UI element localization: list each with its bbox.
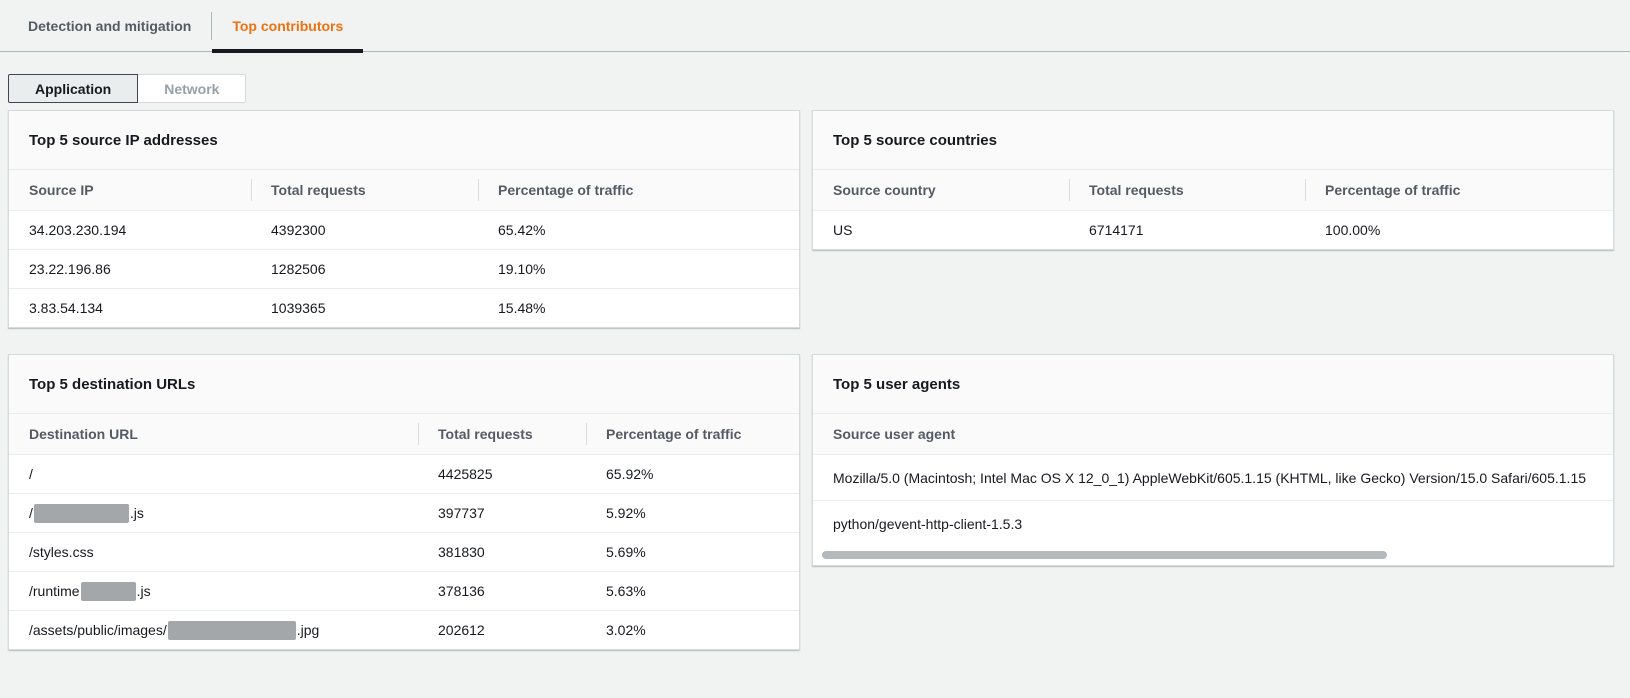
table-cell: 3.02%	[606, 622, 646, 638]
table-cell: / .js	[9, 494, 418, 532]
column-header: Total requests	[418, 414, 586, 454]
table-cell: /styles.css	[29, 544, 94, 560]
table-cell: 202612	[438, 622, 485, 638]
table-cell: 6714171	[1089, 222, 1144, 238]
cell-text: .js	[136, 583, 151, 599]
column-header: Total requests	[251, 170, 478, 210]
cell-text: /	[29, 505, 33, 521]
table-header-row: Destination URL Total requests Percentage …	[9, 414, 799, 455]
panel-title: Top 5 user agents	[813, 355, 1613, 414]
destination-url-table: Destination URL Total requests Percentage …	[9, 414, 799, 649]
table-cell: /runtime .js	[9, 572, 418, 610]
panel-top-user-agents: Top 5 user agents Source user agent Mozil…	[812, 354, 1614, 566]
table-cell: 23.22.196.86	[29, 261, 111, 277]
source-country-table: Source country Total requests Percentage o…	[813, 170, 1613, 249]
panel-title: Top 5 source countries	[813, 111, 1613, 170]
table-row: /styles.css 381830 5.69%	[9, 533, 799, 572]
table-cell: 5.63%	[606, 583, 646, 599]
source-ip-table: Source IP Total requests Percentage of tra…	[9, 170, 799, 327]
tab-divider	[211, 11, 213, 40]
table-cell: 1039365	[271, 300, 326, 316]
table-cell: 381830	[438, 544, 485, 560]
table-cell: 65.92%	[606, 466, 654, 482]
table-cell: 397737	[438, 505, 485, 521]
column-header: Total requests	[1069, 170, 1305, 210]
table-cell: 1282506	[271, 261, 326, 277]
table-cell: 100.00%	[1325, 222, 1381, 238]
user-agent-table: Source user agent Mozilla/5.0 (Macintosh;…	[813, 414, 1613, 546]
redacted-text	[167, 620, 296, 640]
redacted-text	[33, 503, 129, 523]
table-cell: 34.203.230.194	[29, 222, 127, 238]
tab-bar: Detection and mitigation Top contributor…	[0, 0, 1630, 53]
table-row: /runtime .js 378136 5.63%	[9, 572, 799, 611]
tab-label: Detection and mitigation	[28, 17, 192, 34]
column-header: Source IP	[29, 182, 94, 198]
table-cell: 15.48%	[498, 300, 546, 316]
table-row: /assets/public/images/ .jpg 202612 3.02%	[9, 611, 799, 649]
table-header-row: Source user agent	[813, 414, 1613, 455]
panels-grid: Top 5 source IP addresses Source IP Total…	[8, 110, 1614, 650]
table-cell: 378136	[438, 583, 485, 599]
table-row: / 4425825 65.92%	[9, 455, 799, 494]
table-row: python/gevent-http-client-1.5.3	[813, 501, 1613, 546]
column-header: Percentage of traffic	[586, 414, 799, 454]
table-header-row: Source country Total requests Percentage o…	[813, 170, 1613, 211]
table-cell: 65.42%	[498, 222, 546, 238]
table-cell: 5.69%	[606, 544, 646, 560]
table-cell: US	[833, 222, 853, 238]
column-header: Source country	[833, 182, 936, 198]
table-row: 34.203.230.194 4392300 65.42%	[9, 211, 799, 250]
table-cell: /assets/public/images/ .jpg	[9, 611, 418, 649]
cell-text: .jpg	[296, 622, 320, 638]
table-cell: Mozilla/5.0 (Macintosh; Intel Mac OS X 1…	[833, 469, 1587, 486]
panel-title: Top 5 source IP addresses	[9, 111, 799, 170]
cell-text: /runtime	[29, 583, 80, 599]
table-cell: 4425825	[438, 466, 493, 482]
table-row: 3.83.54.134 1039365 15.48%	[9, 289, 799, 327]
application-toggle-button[interactable]: Application	[8, 74, 139, 103]
column-header: Percentage of traffic	[478, 170, 799, 210]
table-cell: python/gevent-http-client-1.5.3	[833, 515, 1023, 532]
panel-top-source-countries: Top 5 source countries Source country Tot…	[812, 110, 1614, 250]
table-row: 23.22.196.86 1282506 19.10%	[9, 250, 799, 289]
column-header: Destination URL	[29, 426, 138, 442]
column-header: Percentage of traffic	[1305, 170, 1613, 210]
table-cell: 5.92%	[606, 505, 646, 521]
network-toggle-label: Network	[164, 80, 220, 97]
network-toggle-button[interactable]: Network	[137, 74, 247, 103]
scrollbar-thumb[interactable]	[822, 551, 1387, 559]
application-toggle-label: Application	[35, 80, 112, 97]
panel-top-source-ip-addresses: Top 5 source IP addresses Source IP Total…	[8, 110, 800, 328]
redacted-text	[80, 581, 136, 601]
segmented-control: Application Network	[8, 74, 1630, 103]
table-row: / .js 397737 5.92%	[9, 494, 799, 533]
tab-label: Top contributors	[232, 17, 344, 34]
table-header-row: Source IP Total requests Percentage of tra…	[9, 170, 799, 211]
table-row: Mozilla/5.0 (Macintosh; Intel Mac OS X 1…	[813, 455, 1613, 501]
cell-text: /assets/public/images/	[29, 622, 167, 638]
table-row: US 6714171 100.00%	[813, 211, 1613, 249]
tab-detection-and-mitigation[interactable]: Detection and mitigation	[8, 0, 211, 51]
panel-title: Top 5 destination URLs	[9, 355, 799, 414]
table-cell: 19.10%	[498, 261, 546, 277]
panel-top-destination-urls: Top 5 destination URLs Destination URL To…	[8, 354, 800, 650]
table-cell: 4392300	[271, 222, 326, 238]
table-cell: /	[29, 466, 33, 482]
horizontal-scrollbar[interactable]	[814, 548, 1612, 562]
table-cell: 3.83.54.134	[29, 300, 103, 316]
tab-top-contributors[interactable]: Top contributors	[212, 0, 364, 53]
column-header: Source user agent	[833, 426, 956, 442]
cell-text: .js	[129, 505, 144, 521]
